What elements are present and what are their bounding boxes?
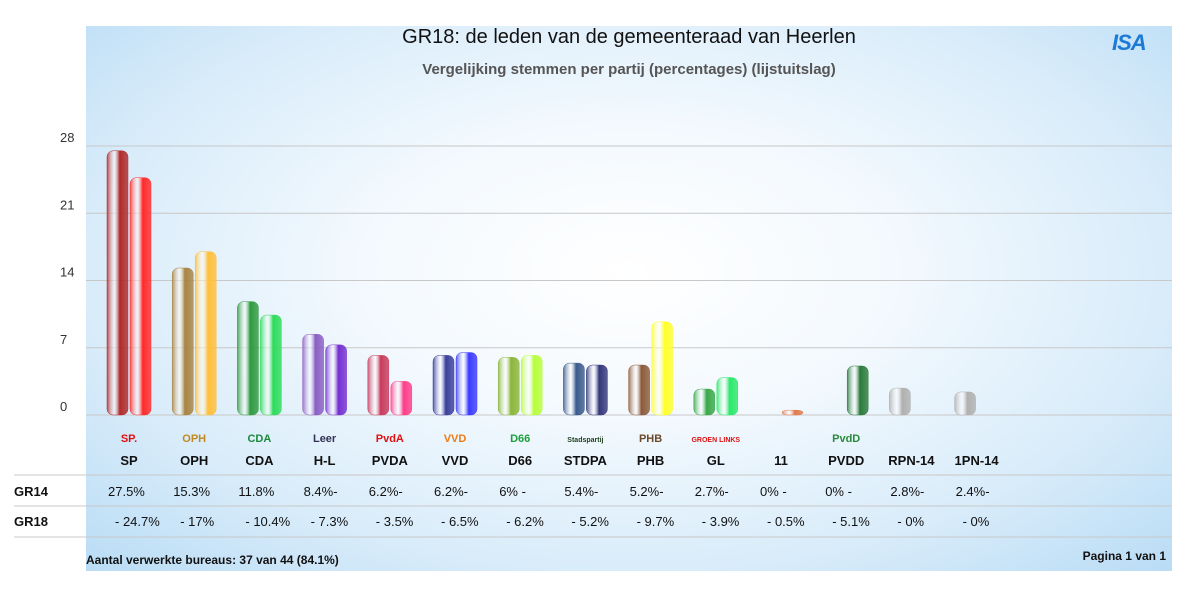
page-indicator: Pagina 1 van 1 [1082, 549, 1166, 563]
party-logo-pvda: PvdA [376, 433, 404, 445]
category-label-vvd: VVD [442, 453, 469, 468]
bar-gr14-pvda [367, 355, 390, 416]
bar-gr14-sp [106, 150, 129, 416]
category-label-cda: CDA [245, 453, 274, 468]
bar-gr18-vvd [455, 352, 478, 416]
category-label-1pn-14: 1PN-14 [955, 453, 1000, 468]
party-logo-sp: SP. [121, 433, 137, 445]
bar-gr14-stdpa [563, 362, 585, 416]
gr18-value-11: - 0.5% [767, 514, 805, 529]
gr14-value-11: 0% - [760, 484, 787, 499]
bar-gr18-phb [651, 321, 673, 416]
gr14-value-sp: 27.5% [108, 484, 145, 499]
category-label-stdpa: STDPA [564, 453, 608, 468]
gr14-value-h-l: 8.4%- [304, 484, 338, 499]
gr14-value-pvdd: 0% - [825, 484, 852, 499]
party-logo-vvd: VVD [444, 433, 467, 445]
gr14-value-oph: 15.3% [173, 484, 210, 499]
gr18-value-phb: - 9.7% [637, 514, 675, 529]
category-label-sp: SP [120, 453, 138, 468]
category-label-phb: PHB [637, 453, 664, 468]
gr18-value-cda: - 10.4% [245, 514, 290, 529]
gr18-value-pvda: - 3.5% [376, 514, 414, 529]
gr18-value-sp: - 24.7% [115, 514, 160, 529]
gr14-value-1pn-14: 2.4%- [956, 484, 990, 499]
gr14-value-vvd: 6.2%- [434, 484, 468, 499]
bar-gr18-gl [716, 377, 739, 416]
category-label-pvda: PVDA [372, 453, 409, 468]
y-tick-label-21: 21 [60, 197, 74, 212]
row-label-gr14: GR14 [14, 484, 49, 499]
gr18-value-vvd: - 6.5% [441, 514, 479, 529]
category-label-11: 11 [774, 453, 788, 468]
bar-gr14-gl [693, 388, 716, 416]
bar-gr14-h-l [302, 334, 324, 416]
bar-gr14-d66 [497, 357, 520, 416]
category-label-rpn-14: RPN-14 [888, 453, 935, 468]
party-logo-gl: GROEN LINKS [691, 437, 740, 444]
party-logo-d66: D66 [510, 433, 530, 445]
category-label-oph: OPH [180, 453, 208, 468]
gr18-value-oph: - 17% [180, 514, 214, 529]
bar-gr14-cda [237, 301, 259, 416]
gr14-value-stdpa: 5.4%- [564, 484, 598, 499]
party-logo-h-l: Leer [313, 433, 337, 445]
bar-gr18-h-l [325, 344, 347, 416]
row-label-gr18: GR18 [14, 514, 48, 529]
gr18-value-h-l: - 7.3% [311, 514, 349, 529]
bar-gr18-11 [781, 409, 804, 416]
gr14-value-rpn-14: 2.8%- [890, 484, 924, 499]
gr14-value-pvda: 6.2%- [369, 484, 403, 499]
gr18-value-d66: - 6.2% [506, 514, 544, 529]
category-label-gl: GL [707, 453, 725, 468]
party-logo-phb: PHB [639, 433, 662, 445]
category-label-pvdd: PVDD [828, 453, 864, 468]
y-tick-label-7: 7 [60, 332, 67, 347]
bar-gr14-rpn-14 [889, 387, 911, 416]
processed-bureaus-text: Aantal verwerkte bureaus: 37 van 44 (84.… [86, 553, 339, 567]
gr18-value-rpn-14: - 0% [897, 514, 924, 529]
isa-logo: ISA [1112, 30, 1147, 55]
bar-gr18-stdpa [586, 364, 608, 416]
y-tick-label-14: 14 [60, 265, 74, 280]
bar-gr18-cda [260, 314, 282, 416]
bar-gr14-1pn-14 [954, 391, 976, 416]
bar-gr18-d66 [520, 355, 543, 416]
party-logo-oph: OPH [182, 433, 206, 445]
gr18-value-gl: - 3.9% [702, 514, 740, 529]
bar-gr14-oph [171, 267, 194, 416]
chart-title: GR18: de leden van de gemeenteraad van H… [402, 26, 856, 48]
bar-gr18-oph [194, 251, 217, 416]
y-tick-label-0: 0 [60, 399, 67, 414]
gr18-value-1pn-14: - 0% [963, 514, 990, 529]
gr14-value-phb: 5.2%- [630, 484, 664, 499]
bar-gr18-pvdd [846, 365, 869, 416]
party-logo-cda: CDA [247, 433, 271, 445]
party-logo-pvdd: PvdD [832, 433, 860, 445]
bar-gr18-pvda [390, 381, 413, 416]
party-logo-stdpa: Stadspartij [567, 437, 603, 444]
category-label-h-l: H-L [314, 453, 336, 468]
chart-background [86, 26, 1172, 571]
gr18-value-pvdd: - 5.1% [832, 514, 870, 529]
category-label-d66: D66 [508, 453, 532, 468]
gr18-value-stdpa: - 5.2% [571, 514, 609, 529]
bar-gr14-phb [628, 364, 650, 416]
bar-gr14-vvd [432, 355, 455, 416]
gr14-value-gl: 2.7%- [695, 484, 729, 499]
y-tick-label-28: 28 [60, 130, 74, 145]
chart-subtitle: Vergelijking stemmen per partij (percent… [422, 61, 836, 78]
gr14-value-d66: 6% - [499, 484, 526, 499]
gr14-value-cda: 11.8% [238, 484, 274, 499]
bar-gr18-sp [129, 177, 152, 416]
